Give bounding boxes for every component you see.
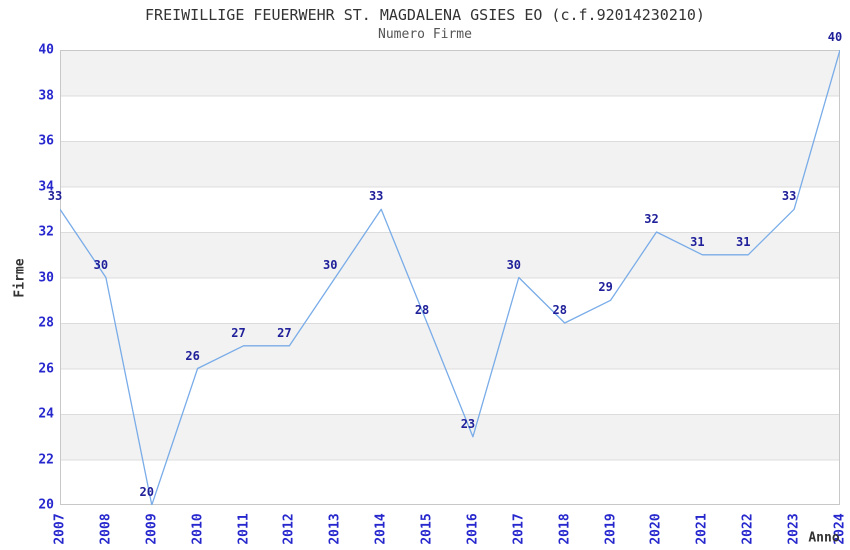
x-tick-label: 2008 <box>98 513 114 545</box>
y-tick-label: 24 <box>38 406 54 422</box>
band <box>60 50 840 96</box>
data-point-label: 30 <box>506 257 522 272</box>
series-line <box>60 50 840 505</box>
x-tick-label: 2013 <box>327 513 343 545</box>
x-tick-label: 2007 <box>52 513 68 545</box>
y-tick-label: 36 <box>38 133 54 149</box>
x-tick-label: 2015 <box>419 513 435 545</box>
data-point-label: 40 <box>827 30 843 44</box>
x-tick-label: 2019 <box>603 513 619 545</box>
y-tick-label: 40 <box>38 42 54 58</box>
band <box>60 414 840 460</box>
data-point-label: 31 <box>690 234 705 249</box>
x-tick-label: 2012 <box>281 513 297 545</box>
y-tick-label: 28 <box>38 315 54 331</box>
x-tick-label: 2022 <box>740 513 756 545</box>
y-tick-label: 32 <box>38 224 54 240</box>
band <box>60 141 840 187</box>
y-tick-label: 38 <box>38 88 54 103</box>
y-tick-label: 34 <box>38 179 54 194</box>
y-tick-label: 22 <box>38 452 54 467</box>
x-tick-label: 2014 <box>373 513 389 545</box>
x-tick-label: 2021 <box>694 513 710 545</box>
data-point-label: 28 <box>552 303 567 317</box>
data-point-label: 27 <box>231 325 246 340</box>
data-point-label: 26 <box>185 348 200 363</box>
data-point-label: 33 <box>47 189 63 204</box>
plot-border <box>60 50 840 505</box>
x-tick-label: 2009 <box>144 513 160 545</box>
data-point-label: 33 <box>368 189 384 204</box>
data-point-label: 20 <box>139 485 154 499</box>
chart-title: FREIWILLIGE FEUERWEHR ST. MAGDALENA GSIE… <box>145 6 705 24</box>
data-point-label: 33 <box>781 189 797 204</box>
y-tick-label: 30 <box>38 270 54 285</box>
x-tick-label: 2023 <box>786 513 802 545</box>
y-tick-label: 20 <box>38 497 54 513</box>
y-tick-label: 26 <box>38 361 54 376</box>
data-point-label: 23 <box>460 416 476 431</box>
x-tick-label: 2018 <box>557 513 573 545</box>
data-point-label: 30 <box>323 257 338 272</box>
data-point-label: 30 <box>93 257 109 272</box>
data-point-label: 28 <box>414 303 430 317</box>
x-tick-label: 2010 <box>190 513 206 545</box>
x-tick-label: 2016 <box>465 513 481 545</box>
data-point-label: 29 <box>598 280 613 295</box>
data-point-label: 31 <box>736 234 751 249</box>
chart-subtitle: Numero Firme <box>378 27 472 42</box>
x-tick-label: 2020 <box>648 513 664 545</box>
data-point-label: 27 <box>277 325 292 340</box>
data-point-label: 32 <box>644 212 659 226</box>
x-axis-title: Anno <box>808 530 840 546</box>
plot-area <box>60 50 840 505</box>
band <box>60 323 840 369</box>
x-tick-label: 2011 <box>236 513 252 545</box>
x-tick-label: 2017 <box>511 513 527 545</box>
